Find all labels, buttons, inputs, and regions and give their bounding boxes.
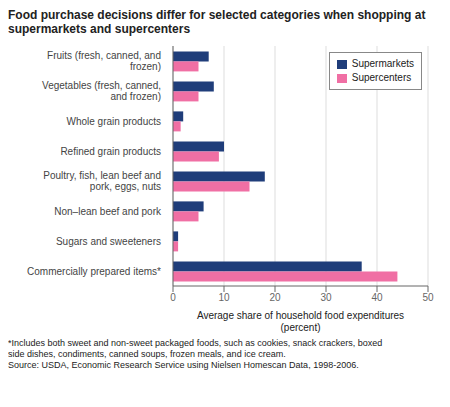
svg-text:Commercially prepared items*: Commercially prepared items*	[27, 266, 161, 277]
svg-text:10: 10	[218, 292, 230, 303]
svg-text:Non–lean beef and pork: Non–lean beef and pork	[54, 206, 162, 217]
svg-text:40: 40	[371, 292, 383, 303]
svg-text:Whole grain products: Whole grain products	[67, 116, 162, 127]
svg-text:30: 30	[320, 292, 332, 303]
html-text:Average share of household foo: Average share of household food expendit…	[196, 310, 405, 333]
svg-text:Sugars and sweeteners: Sugars and sweeteners	[56, 236, 161, 247]
svg-text:Refined grain products: Refined grain products	[60, 146, 161, 157]
html-text:Food purchase decisions differ: Food purchase decisions differ for selec…	[8, 8, 426, 36]
svg-text:50: 50	[422, 292, 434, 303]
svg-text:Poultry, fish, lean beef andpo: Poultry, fish, lean beef andpork, eggs, …	[43, 170, 161, 192]
html-text:Supercenters: Supercenters	[351, 72, 412, 83]
svg-text:Vegetables (fresh, canned,and: Vegetables (fresh, canned,and frozen)	[42, 80, 161, 102]
html-text:Supermarkets: Supermarkets	[351, 58, 414, 69]
svg-text:0: 0	[170, 292, 176, 303]
svg-text:20: 20	[269, 292, 281, 303]
svg-text:Fruits (fresh, canned, andfroz: Fruits (fresh, canned, andfrozen)	[47, 50, 161, 72]
html-text:*Includes both sweet and non-s: *Includes both sweet and non-sweet packa…	[8, 338, 383, 370]
